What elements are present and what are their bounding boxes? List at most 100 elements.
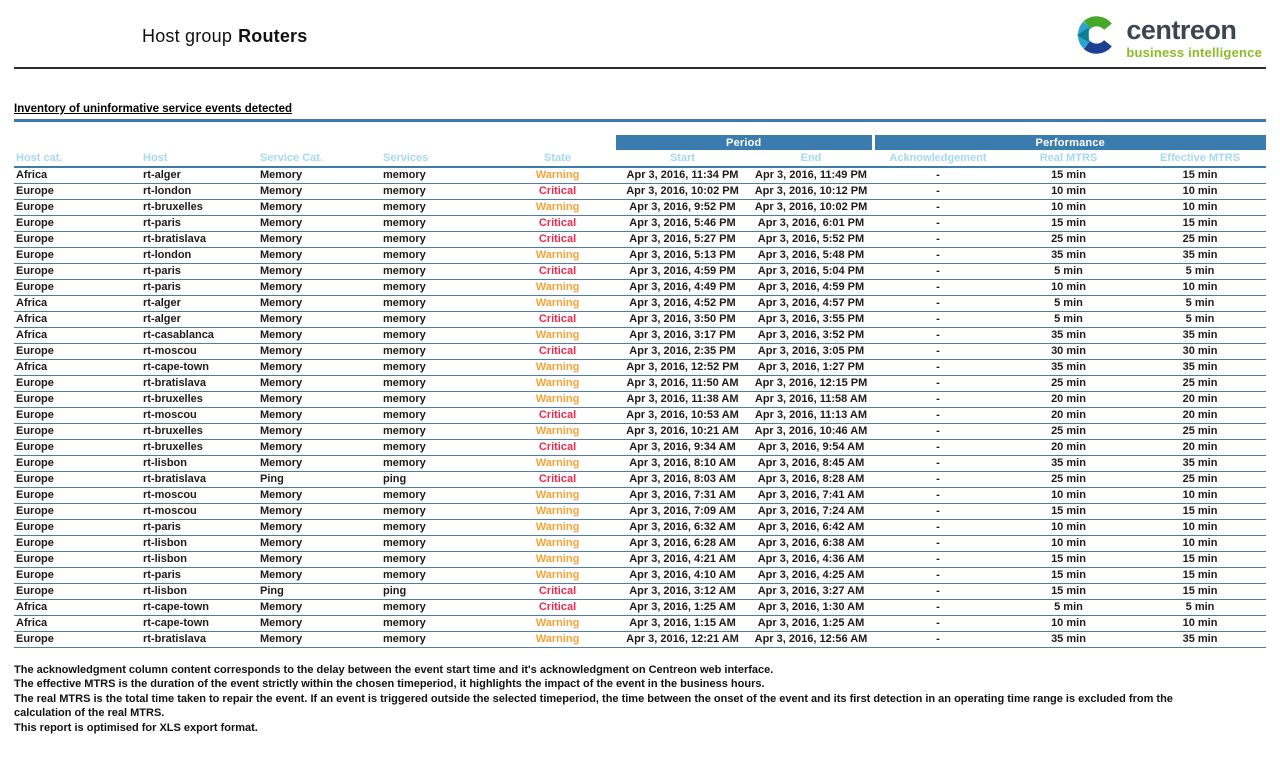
table-row: Europe rt-london Memory memory Warning A… <box>14 247 1267 264</box>
cell-host: rt-bruxelles <box>141 391 258 408</box>
cell-start: Apr 3, 2016, 5:13 PM <box>616 247 749 264</box>
cell-service: ping <box>381 471 499 488</box>
cell-start: Apr 3, 2016, 8:03 AM <box>616 471 749 488</box>
cell-end: Apr 3, 2016, 10:46 AM <box>749 423 873 440</box>
cell-acknowledgement: - <box>873 231 1003 248</box>
cell-host: rt-london <box>141 183 258 200</box>
cell-end: Apr 3, 2016, 1:30 AM <box>749 599 873 616</box>
cell-service-cat: Ping <box>258 471 381 488</box>
table-row: Europe rt-bruxelles Memory memory Warnin… <box>14 391 1267 408</box>
table-row: Europe rt-lisbon Ping ping Critical Apr … <box>14 583 1267 600</box>
cell-acknowledgement: - <box>873 471 1003 488</box>
cell-real-mtrs: 15 min <box>1003 567 1134 584</box>
table-row: Africa rt-alger Memory memory Warning Ap… <box>14 295 1267 312</box>
cell-end: Apr 3, 2016, 7:24 AM <box>749 503 873 520</box>
cell-host-cat: Europe <box>14 455 141 472</box>
cell-start: Apr 3, 2016, 10:21 AM <box>616 423 749 440</box>
cell-service-cat: Memory <box>258 279 381 296</box>
cell-state: Critical <box>499 231 616 248</box>
cell-effective-mtrs: 15 min <box>1134 551 1267 568</box>
cell-acknowledgement: - <box>873 279 1003 296</box>
cell-effective-mtrs: 5 min <box>1134 263 1267 280</box>
cell-host-cat: Europe <box>14 631 141 648</box>
cell-state: Warning <box>499 295 616 312</box>
cell-end: Apr 3, 2016, 4:59 PM <box>749 279 873 296</box>
cell-start: Apr 3, 2016, 10:02 PM <box>616 183 749 200</box>
cell-effective-mtrs: 25 min <box>1134 423 1267 440</box>
cell-real-mtrs: 35 min <box>1003 631 1134 648</box>
cell-state: Warning <box>499 615 616 632</box>
col-header-host-cat: Host cat. <box>14 150 141 168</box>
cell-acknowledgement: - <box>873 295 1003 312</box>
cell-service: memory <box>381 247 499 264</box>
cell-real-mtrs: 15 min <box>1003 503 1134 520</box>
cell-effective-mtrs: 10 min <box>1134 615 1267 632</box>
cell-start: Apr 3, 2016, 4:10 AM <box>616 567 749 584</box>
cell-end: Apr 3, 2016, 4:57 PM <box>749 295 873 312</box>
cell-service-cat: Memory <box>258 343 381 360</box>
section-title: Inventory of uninformative service event… <box>14 103 293 115</box>
cell-acknowledgement: - <box>873 375 1003 392</box>
cell-host-cat: Europe <box>14 487 141 504</box>
table-row: Europe rt-moscou Memory memory Warning A… <box>14 503 1267 520</box>
footnote-line: This report is optimised for XLS export … <box>14 721 258 734</box>
page-title-hostgroup: Routers <box>238 26 308 46</box>
cell-host-cat: Europe <box>14 535 141 552</box>
cell-state: Critical <box>499 263 616 280</box>
cell-service: memory <box>381 391 499 408</box>
table-row: Europe rt-paris Memory memory Warning Ap… <box>14 567 1267 584</box>
cell-state: Warning <box>499 503 616 520</box>
cell-host-cat: Europe <box>14 423 141 440</box>
cell-start: Apr 3, 2016, 9:34 AM <box>616 439 749 456</box>
cell-real-mtrs: 20 min <box>1003 439 1134 456</box>
cell-host: rt-cape-town <box>141 599 258 616</box>
cell-service: memory <box>381 455 499 472</box>
cell-host: rt-bratislava <box>141 231 258 248</box>
cell-start: Apr 3, 2016, 1:25 AM <box>616 599 749 616</box>
cell-host-cat: Europe <box>14 391 141 408</box>
cell-host: rt-moscou <box>141 343 258 360</box>
cell-host: rt-bratislava <box>141 471 258 488</box>
cell-host-cat: Europe <box>14 215 141 232</box>
cell-service-cat: Memory <box>258 295 381 312</box>
cell-real-mtrs: 20 min <box>1003 391 1134 408</box>
cell-end: Apr 3, 2016, 5:48 PM <box>749 247 873 264</box>
cell-end: Apr 3, 2016, 3:27 AM <box>749 583 873 600</box>
cell-effective-mtrs: 15 min <box>1134 167 1267 184</box>
cell-start: Apr 3, 2016, 3:17 PM <box>616 327 749 344</box>
cell-end: Apr 3, 2016, 4:36 AM <box>749 551 873 568</box>
table-row: Africa rt-casablanca Memory memory Warni… <box>14 327 1267 344</box>
cell-service-cat: Memory <box>258 615 381 632</box>
cell-service: memory <box>381 263 499 280</box>
cell-service: memory <box>381 167 499 184</box>
cell-real-mtrs: 15 min <box>1003 551 1134 568</box>
cell-state: Critical <box>499 343 616 360</box>
cell-service: memory <box>381 183 499 200</box>
cell-effective-mtrs: 5 min <box>1134 311 1267 328</box>
cell-host-cat: Europe <box>14 519 141 536</box>
cell-service-cat: Memory <box>258 567 381 584</box>
cell-service: memory <box>381 215 499 232</box>
cell-effective-mtrs: 5 min <box>1134 295 1267 312</box>
cell-end: Apr 3, 2016, 12:15 PM <box>749 375 873 392</box>
cell-service: memory <box>381 567 499 584</box>
cell-end: Apr 3, 2016, 3:52 PM <box>749 327 873 344</box>
cell-acknowledgement: - <box>873 487 1003 504</box>
cell-acknowledgement: - <box>873 567 1003 584</box>
table-row: Europe rt-lisbon Memory memory Warning A… <box>14 551 1267 568</box>
cell-end: Apr 3, 2016, 10:02 PM <box>749 199 873 216</box>
cell-service: ping <box>381 583 499 600</box>
cell-end: Apr 3, 2016, 1:25 AM <box>749 615 873 632</box>
cell-state: Critical <box>499 407 616 424</box>
brand-name: centreon <box>1126 14 1237 45</box>
cell-real-mtrs: 15 min <box>1003 167 1134 184</box>
cell-state: Warning <box>499 455 616 472</box>
cell-service-cat: Memory <box>258 167 381 184</box>
col-header-host: Host <box>141 150 258 168</box>
report-page: Host group Routers centreon business inte… <box>14 14 1267 734</box>
cell-end: Apr 3, 2016, 9:54 AM <box>749 439 873 456</box>
cell-acknowledgement: - <box>873 407 1003 424</box>
group-header-row: Period Performance <box>14 135 1267 150</box>
cell-host-cat: Europe <box>14 263 141 280</box>
cell-service-cat: Memory <box>258 455 381 472</box>
